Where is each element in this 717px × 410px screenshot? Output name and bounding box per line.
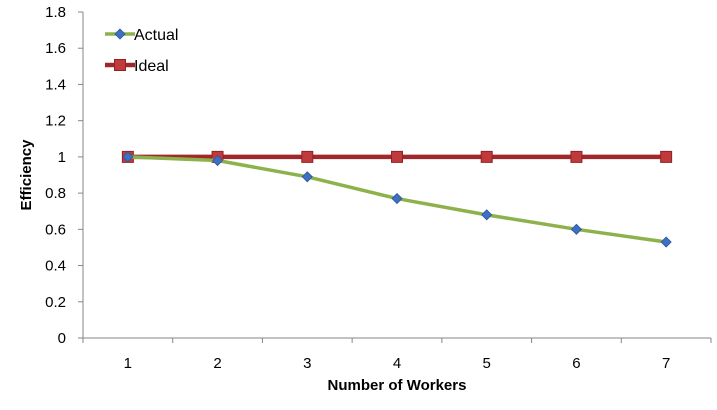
y-tick-label: 0.2 bbox=[45, 294, 66, 311]
data-point-actual bbox=[481, 209, 493, 221]
y-tick-label: 1 bbox=[58, 149, 66, 166]
y-tick-label: 1.8 bbox=[45, 4, 66, 21]
data-point-actual bbox=[212, 154, 224, 167]
x-tick-label: 6 bbox=[572, 355, 580, 372]
x-axis-title: Number of Workers bbox=[328, 377, 467, 394]
y-tick-label: 1.4 bbox=[45, 76, 66, 93]
legend-swatch-marker bbox=[114, 59, 126, 71]
x-tick-label: 7 bbox=[662, 355, 670, 372]
y-axis-title: Efficiency bbox=[18, 139, 35, 211]
legend-label-actual: Actual bbox=[134, 27, 178, 44]
x-tick-label: 4 bbox=[393, 355, 401, 372]
y-tick-label: 0 bbox=[58, 330, 66, 347]
legend-label-ideal: Ideal bbox=[134, 58, 169, 75]
data-point-ideal bbox=[480, 150, 493, 163]
data-point-actual bbox=[391, 192, 403, 205]
data-point-ideal bbox=[660, 150, 673, 163]
y-tick-label: 0.4 bbox=[45, 258, 66, 275]
x-tick-label: 3 bbox=[303, 355, 311, 372]
y-tick-label: 0.6 bbox=[45, 221, 66, 238]
y-tick-label: 1.2 bbox=[45, 113, 66, 130]
data-point-actual bbox=[122, 151, 134, 163]
legend-item-ideal: Ideal bbox=[105, 58, 169, 75]
y-tick-label: 1.6 bbox=[45, 40, 66, 57]
series-layer bbox=[121, 150, 673, 248]
axes: 0 0.2 0.4 0.6 0.8 1 1.2 1.4 1.6 1.8 1 2 3 4 5 6 7 bbox=[45, 4, 712, 372]
data-point-actual bbox=[570, 223, 582, 235]
x-tick-label: 1 bbox=[124, 355, 132, 372]
y-tick-label: 0.8 bbox=[45, 185, 66, 202]
legend-swatch-marker bbox=[114, 28, 126, 40]
legend: Actual Ideal bbox=[105, 27, 178, 75]
data-point-actual bbox=[301, 171, 313, 183]
data-point-ideal bbox=[301, 150, 314, 163]
x-tick-label: 5 bbox=[483, 355, 491, 372]
legend-item-actual: Actual bbox=[105, 27, 178, 44]
data-point-actual bbox=[660, 236, 672, 248]
data-point-ideal bbox=[570, 150, 583, 163]
data-point-ideal bbox=[391, 150, 403, 163]
series-actual bbox=[122, 151, 672, 248]
x-tick-label: 2 bbox=[213, 355, 221, 372]
